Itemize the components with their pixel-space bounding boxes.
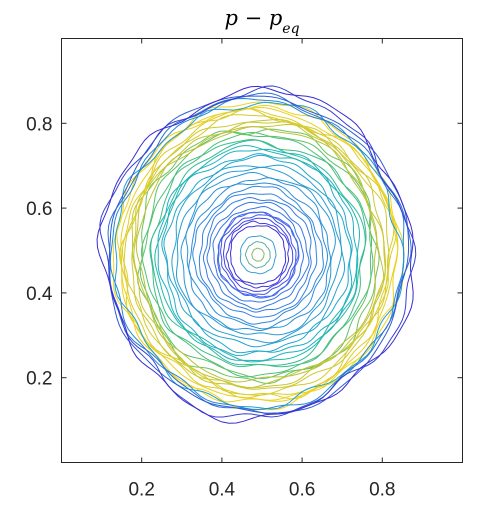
contour-mid-ring-4 — [139, 131, 374, 380]
contour-outer-yellow-2 — [131, 119, 387, 389]
contour-inner-dark-ring-3 — [220, 214, 297, 295]
contour-middle-blue-10 — [171, 164, 346, 348]
y-tick-label: 0.8 — [26, 114, 52, 135]
chart-title-subscript: eq — [282, 21, 299, 37]
chart-title: p − peq — [224, 6, 299, 37]
contour-middle-blue-8 — [180, 171, 336, 336]
contour-outer-yellow-0 — [135, 126, 378, 383]
contour-mid-ring-0 — [154, 145, 361, 363]
x-tick-label: 0.6 — [289, 480, 315, 501]
contour-outer-edge-3 — [108, 95, 410, 414]
contour-middle-blue-9 — [175, 166, 343, 344]
contour-middle-blue-1 — [212, 206, 304, 303]
contour-core-2 — [244, 241, 271, 269]
y-axis-ticks: 0.2 0.4 0.6 0.8 — [26, 114, 463, 390]
contour-mid-ring-3 — [141, 131, 373, 378]
contour-mid-ring-5 — [136, 128, 380, 385]
contour-mid-ring-1 — [150, 139, 366, 366]
contour-outer-edge-0 — [114, 101, 405, 410]
contour-mid-ring-2 — [149, 139, 367, 368]
contour-middle-blue-12 — [161, 153, 353, 357]
x-tick-label: 0.2 — [128, 480, 154, 501]
contour-core-3 — [239, 235, 277, 275]
contour-outer-edge-4 — [99, 85, 417, 418]
contour-outer-edge-5 — [96, 85, 414, 424]
contour-inner-dark-ring-0 — [230, 225, 287, 285]
contour-middle-blue-4 — [198, 193, 318, 318]
contour-inner-dark-ring-2 — [223, 217, 294, 292]
contour-outer-yellow-9 — [112, 101, 405, 411]
contour-middle-blue-13 — [157, 148, 359, 362]
contour-lines — [96, 85, 417, 424]
contour-middle-blue-2 — [206, 201, 310, 310]
contour-outer-yellow-7 — [120, 107, 399, 402]
y-tick-label: 0.6 — [26, 199, 52, 220]
y-tick-label: 0.2 — [26, 369, 52, 390]
contour-core-1 — [251, 247, 265, 262]
contour-inner-dark-ring-1 — [225, 220, 290, 289]
x-tick-label: 0.4 — [209, 480, 236, 501]
contour-outer-yellow-6 — [121, 108, 397, 400]
contour-middle-blue-3 — [202, 197, 312, 313]
contour-inner-dark-ring-4 — [217, 211, 300, 299]
y-tick-label: 0.4 — [26, 284, 53, 305]
contour-outer-edge-1 — [109, 98, 405, 411]
contour-middle-blue-0 — [217, 211, 299, 298]
plot-area-frame — [61, 38, 463, 463]
x-tick-label: 0.8 — [369, 480, 395, 501]
contour-outer-yellow-3 — [131, 121, 386, 390]
x-axis-ticks: 0.2 0.4 0.6 0.8 — [128, 38, 396, 501]
contour-middle-blue-5 — [192, 185, 324, 325]
contour-middle-blue-6 — [188, 182, 328, 330]
contour-middle-blue-7 — [185, 177, 332, 332]
contour-middle-blue-11 — [163, 154, 352, 354]
